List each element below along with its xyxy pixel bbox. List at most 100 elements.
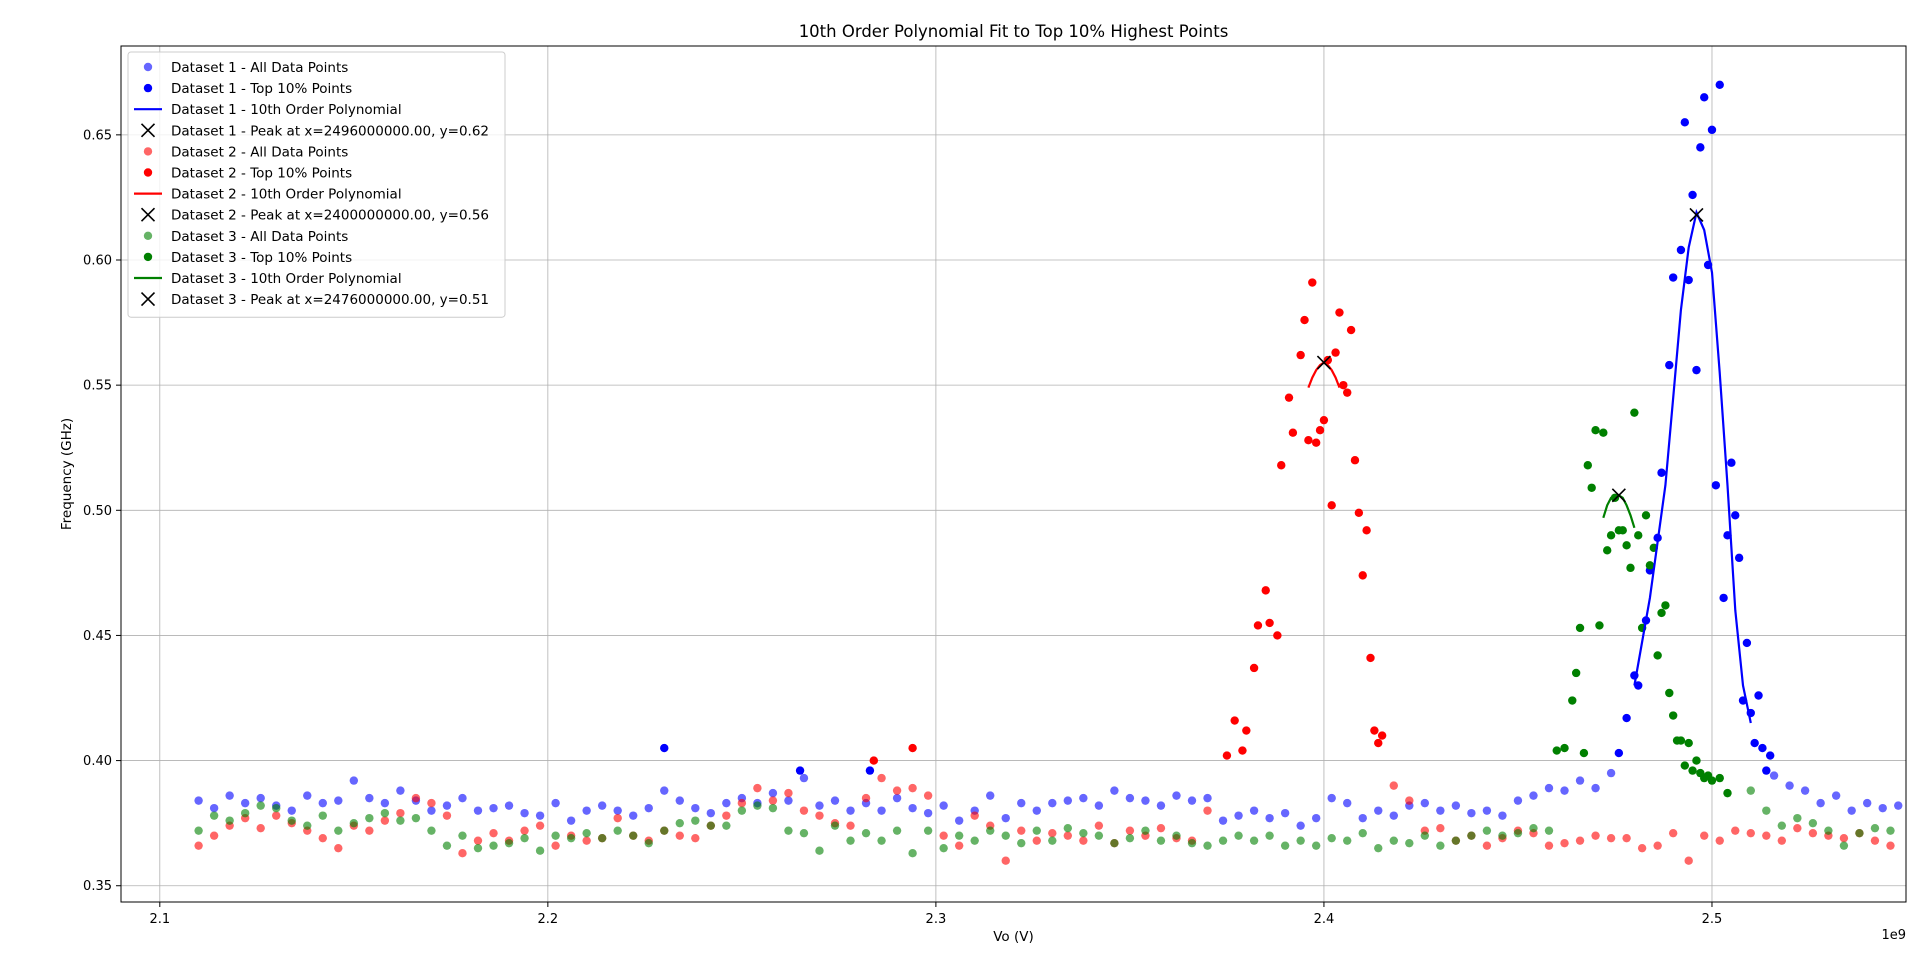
dataset-1-all-point (1420, 798, 1430, 808)
dataset-3-all-point (1280, 841, 1290, 850)
dataset-1-all-point (1800, 786, 1810, 795)
dataset-3-top-point (1622, 541, 1631, 550)
dataset-1-all-point (287, 806, 296, 815)
dataset-1-all-point (1847, 806, 1856, 815)
dataset-1-all-point (1265, 813, 1274, 823)
dataset-1-top-point (865, 766, 875, 775)
dataset-1-all-point (1343, 798, 1352, 808)
y-tick-label: 0.40 (83, 754, 112, 769)
legend-entry-label: Dataset 3 - Top 10% Points (171, 250, 352, 266)
dataset-1-all-point (986, 791, 995, 800)
dataset-3-top-point (1579, 748, 1589, 758)
dataset-3-all-point (1094, 831, 1104, 840)
dataset-1-all-point (240, 798, 250, 808)
dataset-2-all-point (551, 841, 560, 850)
dataset-3-top-point (1587, 483, 1596, 492)
dataset-3-all-point (1389, 836, 1398, 845)
legend-entry-label: Dataset 1 - Top 10% Points (171, 81, 352, 97)
dataset-1-all-point (365, 793, 374, 803)
dataset-1-all-point (1575, 776, 1585, 785)
dataset-3-all-point (644, 838, 653, 848)
dataset-3-all-point (1498, 831, 1507, 840)
dataset-2-top-point (1238, 746, 1247, 755)
dataset-2-top-point (1304, 436, 1313, 445)
dataset-3-all-point (256, 801, 265, 810)
dataset-2-all-point (256, 823, 265, 833)
dataset-3-top-point (1653, 651, 1662, 660)
dataset-1-top-point (1622, 713, 1631, 723)
dataset-3-all-point (1156, 836, 1166, 845)
dataset-1-top-point (1719, 593, 1728, 603)
dataset-3-all-point (597, 833, 607, 843)
dataset-2-all-point (1653, 841, 1662, 850)
dataset-3-all-point (1203, 841, 1212, 850)
dataset-2-all-point (1575, 836, 1585, 845)
dataset-2-all-point (411, 793, 421, 803)
dataset-3-all-point (737, 806, 747, 815)
dataset-1-all-point (535, 811, 545, 820)
dataset-1-all-point (1234, 811, 1243, 820)
dataset-1-all-point (1544, 783, 1554, 793)
legend-peak-marker (140, 207, 156, 222)
dataset-2-top-point (1222, 751, 1232, 760)
dataset-2-all-point (1203, 806, 1212, 815)
dataset-2-all-point (892, 786, 902, 795)
dataset-1-all-point (1249, 806, 1259, 815)
dataset-2-all-point (1886, 841, 1895, 850)
legend-scatter-marker (143, 231, 153, 240)
x-tick-label: 2.4 (1314, 912, 1335, 927)
dataset-3-all-point (365, 813, 374, 823)
dataset-1-polynomial-line (1633, 208, 1752, 724)
dataset-1-all-point (1203, 793, 1212, 803)
dataset-3-all-point (489, 841, 498, 850)
dataset-1-all-point (1001, 813, 1010, 823)
legend-entry-label: Dataset 1 - Peak at x=2496000000.00, y=0… (171, 123, 489, 139)
dataset-1-all-point (1769, 771, 1779, 780)
dataset-3-top-point (1560, 743, 1569, 753)
dataset-1-all-point (1327, 793, 1336, 803)
dataset-2-top-point (1265, 618, 1274, 628)
dataset-1-top-point (1692, 365, 1701, 375)
dataset-2-all-point (473, 836, 483, 845)
chart-title: 10th Order Polynomial Fit to Top 10% Hig… (799, 22, 1229, 41)
dataset-1-all-point (954, 816, 964, 825)
y-tick-label: 0.50 (83, 504, 112, 519)
dataset-2-all-point (877, 773, 886, 783)
dataset-3-all-point (318, 811, 327, 820)
dataset-3-top-point (1657, 608, 1666, 618)
dataset-3-all-point (240, 808, 250, 818)
dataset-1-all-point (489, 803, 498, 813)
dataset-1-all-point (722, 798, 731, 808)
dataset-2-top-point (1323, 355, 1333, 365)
dataset-3-top-point (1707, 776, 1717, 785)
dataset-1-all-point (892, 793, 902, 803)
dataset-2-all-point (1839, 833, 1849, 843)
dataset-2-all-point (846, 821, 855, 830)
dataset-1-top-point (1696, 143, 1705, 152)
x-tick-label: 2.1 (149, 912, 170, 927)
dataset-2-all-point (613, 813, 622, 823)
dataset-3-all-point (1125, 833, 1135, 843)
legend-scatter-marker (143, 83, 153, 93)
dataset-3-top-point (1634, 531, 1643, 540)
legend-entry-label: Dataset 2 - All Data Points (171, 144, 348, 160)
legend: Dataset 1 - All Data Points Dataset 1 - T… (127, 51, 506, 318)
dataset-3-all-point (1855, 828, 1864, 838)
dataset-1-top-point (1731, 511, 1740, 520)
legend-entry-label: Dataset 2 - Top 10% Points (171, 166, 352, 182)
dataset-2-top-point (1366, 653, 1375, 663)
dataset-3-all-point (784, 826, 793, 835)
dataset-1-all-point (1878, 803, 1887, 813)
dataset-1-top-point (1742, 638, 1752, 648)
dataset-3-all-point (1079, 828, 1088, 838)
dataset-2-top-point (1343, 388, 1352, 397)
dataset-3-top-point (1626, 563, 1635, 573)
dataset-3-all-point (1249, 836, 1259, 845)
dataset-1-top-point (795, 766, 805, 775)
dataset-1-all-point (566, 816, 576, 825)
dataset-3-top-point (1630, 408, 1639, 417)
dataset-1-top-point (1762, 766, 1771, 775)
dataset-1-all-point (1048, 798, 1057, 808)
dataset-2-all-point (396, 808, 405, 818)
dataset-2-top-point (1261, 586, 1270, 595)
